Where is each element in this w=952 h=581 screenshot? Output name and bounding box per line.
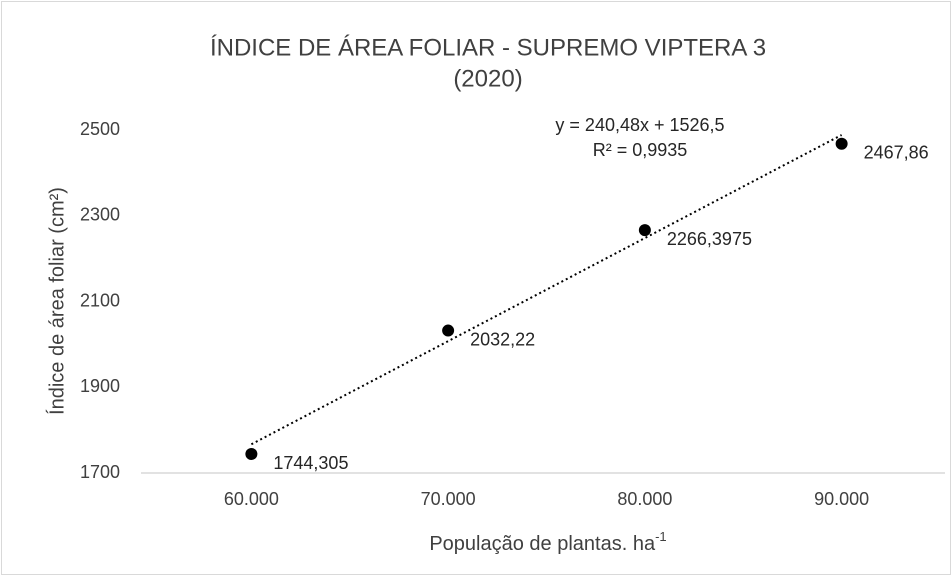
point: [638, 224, 651, 237]
x-axis-label-sup: -1: [655, 529, 667, 544]
trendline-r2: R² = 0,9935: [593, 140, 688, 160]
y-tick-label: 1900: [80, 376, 120, 396]
x-tick-label: 60.000: [224, 489, 279, 509]
chart-title: ÍNDICE DE ÁREA FOLIAR - SUPREMO VIPTERA …: [210, 34, 766, 61]
trendline: [250, 134, 843, 446]
y-tick-label: 2500: [80, 119, 120, 139]
x-tick-label: 70.000: [421, 489, 476, 509]
y-tick-label: 2100: [80, 290, 120, 310]
data-label: 2032,22: [470, 329, 535, 349]
x-tick-label: 90.000: [814, 489, 869, 509]
x-axis-label: População de plantas. ha-1: [429, 529, 666, 555]
trendline-equation: y = 240,48x + 1526,5: [555, 115, 724, 135]
y-tick-label: 2300: [80, 205, 120, 225]
data-label: 2266,3975: [667, 229, 752, 249]
chart-title: (2020): [453, 65, 522, 92]
point: [835, 137, 848, 150]
y-tick-label: 1700: [80, 462, 120, 482]
x-tick-label: 80.000: [617, 489, 672, 509]
y-axis-label: Índice de área foliar (cm²): [45, 187, 68, 415]
data-label: 1744,305: [273, 453, 348, 473]
point: [245, 448, 258, 461]
data-label: 2467,86: [864, 143, 929, 163]
x-axis-label-text: População de plantas. ha: [429, 533, 656, 555]
point: [442, 324, 455, 337]
